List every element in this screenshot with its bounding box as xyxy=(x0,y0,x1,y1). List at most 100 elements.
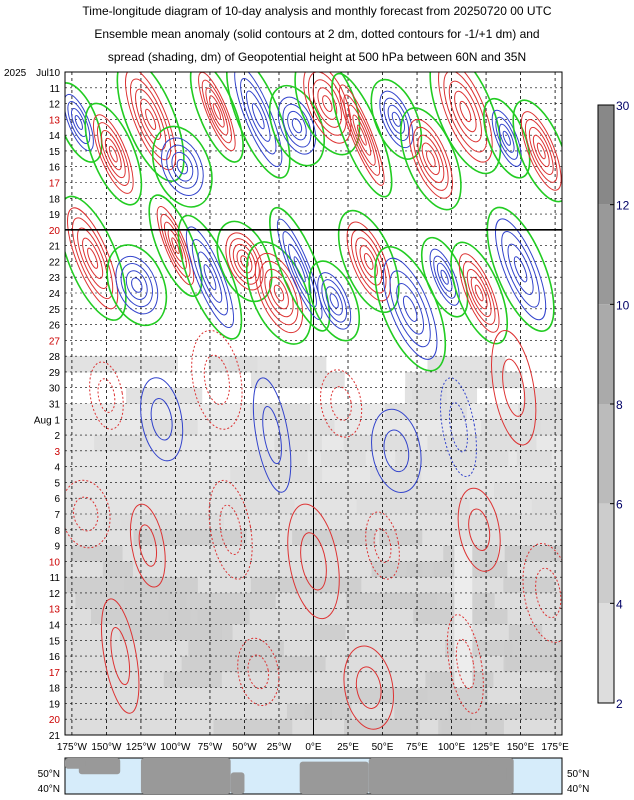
shading-patch xyxy=(558,640,562,657)
negative-anomaly-contour xyxy=(498,123,515,153)
map-land-4 xyxy=(368,758,514,794)
positive-anomaly-contour xyxy=(502,358,526,417)
negative-anomaly-contour xyxy=(371,408,422,493)
zero-contour xyxy=(226,72,291,179)
longitude-tick-label: 125°E xyxy=(472,742,500,753)
time-axis: 2025 Jul101112131415161718192021222324252… xyxy=(4,68,60,742)
time-tick-label: 16 xyxy=(49,163,61,174)
shading-patch xyxy=(133,529,247,547)
negative-anomaly-contour xyxy=(402,295,418,322)
negative-anomaly-contour xyxy=(439,377,477,477)
longitude-tick-label: 100°E xyxy=(438,742,466,753)
positive-anomaly-contour xyxy=(459,100,472,123)
positive-anomaly-contour xyxy=(491,329,537,446)
colorbar-tick-label: 10 xyxy=(616,298,630,312)
positive-anomaly-contour xyxy=(346,221,391,302)
title-line-2: Ensemble mean anomaly (solid contours at… xyxy=(94,27,540,41)
time-tick-label: 22 xyxy=(49,257,61,268)
time-tick-label: 19 xyxy=(49,210,61,221)
shading-patch xyxy=(286,703,332,720)
positive-anomaly-contour xyxy=(363,253,374,270)
zero-contour xyxy=(177,214,243,340)
shading-patch xyxy=(239,656,326,673)
time-tick-label: 6 xyxy=(54,494,60,505)
longitude-tick-label: 50°W xyxy=(232,742,257,753)
shading-patch xyxy=(427,356,506,373)
zero-contour xyxy=(337,209,400,314)
positive-anomaly-contour xyxy=(209,95,225,128)
shading-patch xyxy=(560,529,562,547)
time-tick-label: 2 xyxy=(54,431,60,442)
longitude-tick-label: 0°E xyxy=(305,742,322,753)
zero-contour xyxy=(246,241,312,345)
positive-anomaly-contour xyxy=(536,142,546,160)
positive-anomaly-contour xyxy=(203,354,230,406)
negative-anomaly-contour xyxy=(291,118,303,134)
zero-contour xyxy=(116,72,185,183)
negative-anomaly-contour xyxy=(131,277,143,293)
shading-patch xyxy=(438,719,471,735)
shading-patch xyxy=(141,514,179,531)
zero-contour xyxy=(450,241,509,345)
plot-frame xyxy=(64,71,563,736)
shading-patch xyxy=(516,450,552,468)
shading-patch xyxy=(427,435,537,452)
negative-anomaly-contour xyxy=(140,377,184,462)
shading-patch xyxy=(129,624,222,641)
time-tick-label: 26 xyxy=(49,321,61,332)
shading-patch xyxy=(94,435,149,452)
time-tick-label: 12 xyxy=(49,589,61,600)
positive-anomaly-contour xyxy=(448,80,482,143)
zero-contour xyxy=(429,72,502,175)
shading-patch xyxy=(140,419,198,436)
shading-patch xyxy=(521,687,562,704)
longitude-tick-label: 100°W xyxy=(160,742,191,753)
shading-patch xyxy=(405,371,493,389)
positive-anomaly-contour xyxy=(82,237,104,279)
time-tick-label: 30 xyxy=(49,384,61,395)
longitude-tick-label: 150°E xyxy=(507,742,535,753)
time-tick-label: 3 xyxy=(54,447,60,458)
positive-anomaly-contour xyxy=(312,79,342,128)
positive-anomaly-contour xyxy=(408,118,453,199)
map-land-5 xyxy=(486,765,507,784)
shading-patch xyxy=(454,545,473,688)
time-tick-label: 21 xyxy=(49,242,61,253)
longitude-tick-label: 175°E xyxy=(541,742,569,753)
positive-anomaly-contour xyxy=(77,227,109,290)
time-tick-label: 23 xyxy=(49,273,61,284)
shading-patch xyxy=(312,624,346,641)
colorbar-tick-label: 8 xyxy=(616,398,623,412)
map-label-50n-left: 50°N xyxy=(38,769,60,780)
positive-anomaly-contour xyxy=(237,637,280,707)
positive-anomaly-contour xyxy=(269,276,289,310)
negative-anomaly-contour xyxy=(125,270,148,300)
positive-anomaly-contour xyxy=(264,268,294,318)
shading-patch xyxy=(181,656,249,673)
negative-anomaly-contour xyxy=(197,251,223,303)
shading-patch xyxy=(312,687,393,704)
positive-anomaly-contour xyxy=(205,87,229,136)
time-tick-label: 10 xyxy=(49,557,61,568)
shading-patch xyxy=(554,671,562,689)
positive-anomaly-contour xyxy=(110,626,131,686)
positive-anomaly-contour xyxy=(474,284,484,302)
negative-anomaly-contour xyxy=(448,402,468,453)
shading-patch xyxy=(230,466,309,483)
positive-anomaly-contour xyxy=(339,84,385,186)
negative-anomaly-contour xyxy=(191,238,229,316)
longitude-tick-label: 75°E xyxy=(406,742,428,753)
shading-patch xyxy=(504,545,562,562)
time-tick-label: 11 xyxy=(50,573,61,584)
negative-anomaly-contour xyxy=(507,243,534,296)
time-tick-label: 9 xyxy=(54,542,60,553)
positive-anomaly-contour xyxy=(330,386,352,421)
negative-anomaly-contour xyxy=(282,231,317,308)
map-label-50n-right: 50°N xyxy=(567,769,589,780)
shading-patch xyxy=(91,608,191,625)
positive-anomaly-contour xyxy=(67,207,119,310)
negative-anomaly-contour xyxy=(240,77,277,155)
positive-anomaly-contour xyxy=(343,94,381,176)
time-tick-label: 19 xyxy=(49,699,61,710)
